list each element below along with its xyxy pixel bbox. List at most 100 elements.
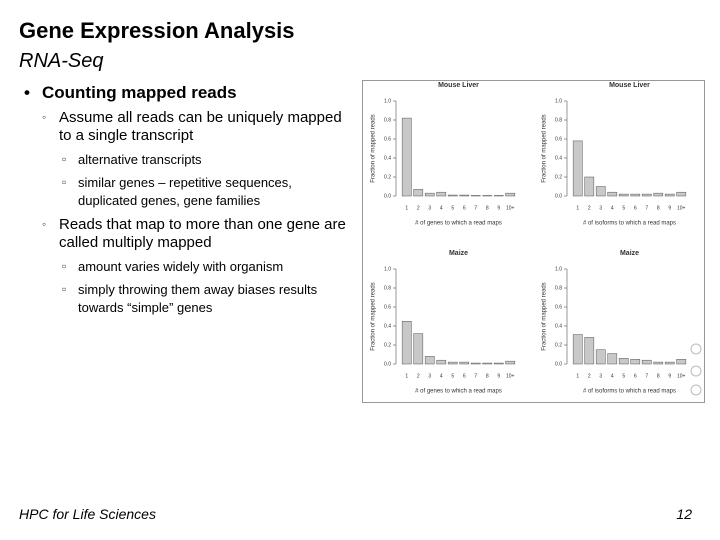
- y-axis-label: Fraction of mapped reads: [542, 114, 548, 182]
- slide-title: Gene Expression Analysis: [19, 18, 295, 43]
- bar: [413, 333, 424, 365]
- bar: [676, 359, 687, 365]
- bullet-marker: ▫: [62, 175, 67, 189]
- y-tick-label: 1.0: [555, 98, 562, 104]
- x-tick-label: 9: [668, 205, 671, 211]
- y-tick-label: 0.6: [555, 136, 562, 142]
- bar: [618, 358, 629, 365]
- y-tick-label: 0.4: [384, 155, 391, 161]
- x-tick-label: 5: [622, 373, 625, 379]
- x-tick-label: 7: [474, 373, 477, 379]
- bullet-marker: ◦: [42, 110, 47, 124]
- bar: [641, 193, 652, 197]
- y-tick-label: 0.6: [384, 304, 391, 310]
- y-tick-label: 0.2: [555, 174, 562, 180]
- y-tick-label: 0.6: [555, 304, 562, 310]
- bar: [595, 349, 606, 365]
- bar: [607, 353, 618, 365]
- bar: [630, 193, 641, 197]
- x-tick-label: 4: [440, 373, 443, 379]
- bar: [459, 361, 470, 365]
- x-tick-label: 3: [599, 373, 602, 379]
- x-tick-label: 10+: [677, 373, 686, 379]
- x-tick-label: 8: [486, 373, 489, 379]
- bar: [505, 192, 516, 197]
- x-tick-label: 7: [645, 373, 648, 379]
- y-tick-label: 0.8: [384, 285, 391, 291]
- x-axis-label: # of isoforms to which a read maps: [583, 389, 676, 395]
- bullet-marker: ▫: [62, 152, 67, 166]
- bar: [459, 194, 470, 197]
- slide-subtitle: RNA-Seq: [19, 50, 104, 72]
- bar: [505, 360, 516, 365]
- x-tick-label: 9: [497, 205, 500, 211]
- chart-title: Mouse Liver: [609, 82, 650, 89]
- bullet: alternative transcripts: [78, 152, 202, 167]
- bar: [401, 117, 412, 197]
- x-tick-label: 6: [634, 205, 637, 211]
- x-axis-label: # of genes to which a read maps: [415, 389, 502, 395]
- chart-title: Mouse Liver: [438, 82, 479, 89]
- y-tick-label: 0.8: [555, 285, 562, 291]
- x-tick-label: 1: [405, 373, 408, 379]
- bar: [618, 193, 629, 197]
- y-axis-label: Fraction of mapped reads: [371, 114, 377, 182]
- x-tick-label: 5: [451, 373, 454, 379]
- bullet: Counting mapped reads: [42, 83, 237, 102]
- x-tick-label: 8: [657, 373, 660, 379]
- bullet-marker: ◦: [42, 217, 47, 231]
- bar: [641, 359, 652, 365]
- bar: [584, 337, 595, 365]
- x-tick-label: 10+: [677, 205, 686, 211]
- y-tick-label: 1.0: [384, 266, 391, 272]
- y-tick-label: 0.6: [384, 136, 391, 142]
- bar: [447, 194, 458, 197]
- y-tick-label: 0.4: [384, 323, 391, 329]
- x-tick-label: 2: [588, 373, 591, 379]
- bullet: similar genes – repetitive sequences, du…: [78, 175, 292, 208]
- x-tick-label: 4: [611, 373, 614, 379]
- x-tick-label: 1: [576, 205, 579, 211]
- x-tick-label: 5: [622, 205, 625, 211]
- x-tick-label: 2: [417, 373, 420, 379]
- x-tick-label: 6: [634, 373, 637, 379]
- y-tick-label: 0.8: [555, 117, 562, 123]
- y-tick-label: 0.4: [555, 155, 562, 161]
- x-tick-label: 10+: [506, 205, 515, 211]
- bar: [572, 334, 583, 365]
- bullet: simply throwing them away biases results…: [78, 282, 318, 315]
- bullet: amount varies widely with organism: [78, 259, 284, 274]
- x-tick-label: 5: [451, 205, 454, 211]
- x-axis-label: # of isoforms to which a read maps: [583, 221, 676, 227]
- bar: [572, 140, 583, 197]
- y-tick-label: 0.2: [384, 174, 391, 180]
- x-tick-label: 6: [463, 373, 466, 379]
- y-tick-label: 1.0: [384, 98, 391, 104]
- y-tick-label: 0.8: [384, 117, 391, 123]
- y-tick-label: 0.0: [384, 361, 391, 367]
- bullet: Reads that map to more than one gene are…: [59, 216, 346, 251]
- bullet-marker: ▫: [62, 259, 67, 273]
- bullet-marker: •: [24, 83, 30, 102]
- x-tick-label: 10+: [506, 373, 515, 379]
- bar: [413, 189, 424, 197]
- x-tick-label: 7: [474, 205, 477, 211]
- bar: [482, 362, 493, 365]
- bar: [493, 362, 504, 365]
- bar: [424, 192, 435, 197]
- bar: [630, 359, 641, 365]
- y-tick-label: 0.0: [384, 193, 391, 199]
- bar: [653, 192, 664, 197]
- bullet: Assume all reads can be uniquely mapped …: [59, 109, 342, 144]
- y-tick-label: 0.2: [384, 342, 391, 348]
- footer-text: HPC for Life Sciences: [19, 506, 156, 522]
- x-axis-label: # of genes to which a read maps: [415, 221, 502, 227]
- bar: [436, 191, 447, 197]
- x-tick-label: 4: [611, 205, 614, 211]
- y-tick-label: 0.0: [555, 193, 562, 199]
- x-tick-label: 6: [463, 205, 466, 211]
- bullet-marker: ▫: [62, 282, 67, 296]
- zoom-controls: [690, 343, 702, 396]
- x-tick-label: 3: [599, 205, 602, 211]
